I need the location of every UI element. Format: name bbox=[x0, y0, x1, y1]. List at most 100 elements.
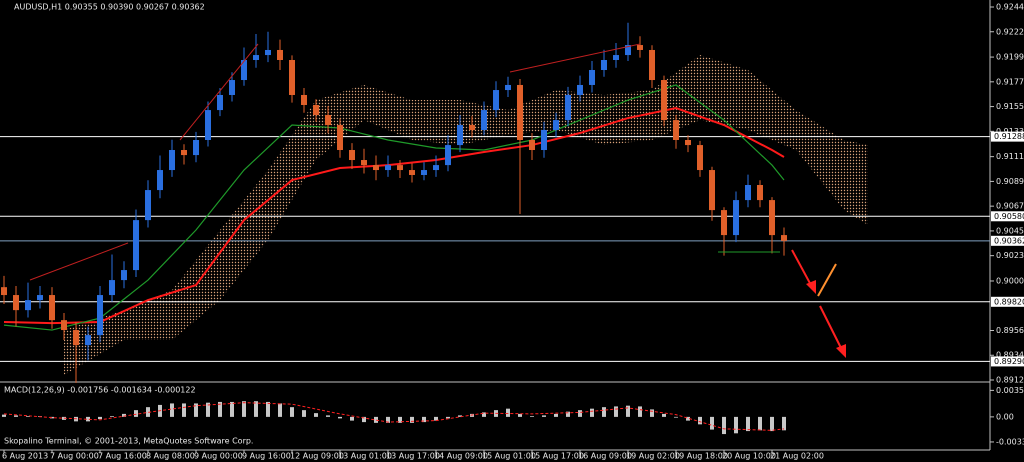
moving-average bbox=[3, 84, 785, 331]
y-tick-label: 0.89345 bbox=[996, 351, 1024, 360]
level-label: 0.90580 bbox=[994, 212, 1024, 221]
candle-body bbox=[61, 320, 67, 331]
candle-body bbox=[781, 235, 787, 241]
macd-bar bbox=[458, 415, 462, 417]
arrow bbox=[817, 263, 837, 297]
macd-bar bbox=[566, 411, 570, 417]
trend-line bbox=[29, 242, 129, 281]
candle-body bbox=[493, 90, 499, 111]
footer: Skopalino Terminal, © 2001-2013, MetaQuo… bbox=[4, 437, 253, 446]
macd-bar bbox=[386, 416, 390, 423]
macd-bar bbox=[254, 401, 258, 417]
candle-body bbox=[565, 94, 571, 121]
macd-bar bbox=[410, 416, 414, 423]
candle-body bbox=[697, 145, 703, 171]
level-label: 0.89290 bbox=[994, 357, 1024, 366]
macd-bar bbox=[146, 407, 150, 417]
candle-body bbox=[97, 295, 103, 336]
trend-line bbox=[509, 43, 641, 73]
candle-body bbox=[589, 70, 595, 85]
candle-body bbox=[181, 150, 187, 156]
ichimoku-cloud bbox=[64, 55, 868, 376]
candle-body bbox=[85, 335, 91, 346]
macd-bar bbox=[314, 413, 318, 417]
candle-body bbox=[769, 200, 775, 236]
candle-body bbox=[433, 165, 439, 171]
candle-body bbox=[109, 280, 115, 296]
macd-bar bbox=[614, 406, 618, 417]
x-tick-label: 9 Aug 00:00 bbox=[194, 452, 243, 461]
macd-bar bbox=[206, 402, 210, 417]
chart-title: AUDUSD,H1 0.90355 0.90390 0.90267 0.9036… bbox=[14, 3, 205, 12]
macd-bar bbox=[638, 406, 642, 417]
candle-body bbox=[601, 59, 607, 71]
arrow bbox=[819, 305, 843, 351]
macd-bar bbox=[662, 413, 666, 417]
macd-bar bbox=[590, 408, 594, 417]
candle-body bbox=[505, 84, 511, 91]
level-label-bg bbox=[991, 235, 1024, 246]
candle-body bbox=[469, 125, 475, 130]
candle-body bbox=[625, 45, 631, 56]
macd-title: MACD(12,26,9) -0.001756 -0.001634 -0.000… bbox=[4, 386, 196, 395]
macd-y-tick-label: -0.003355 bbox=[996, 437, 1024, 446]
x-tick-label: 14 Aug 09:00 bbox=[434, 452, 488, 461]
candle-body bbox=[745, 185, 751, 201]
candle-body bbox=[481, 110, 487, 130]
candle-body bbox=[145, 190, 151, 221]
candle-body bbox=[577, 84, 583, 95]
macd-bar bbox=[350, 416, 354, 421]
macd-bar bbox=[698, 416, 702, 425]
candle-body bbox=[13, 295, 19, 311]
candle-body bbox=[661, 80, 667, 121]
candle-body bbox=[1, 287, 7, 296]
candle-body bbox=[253, 55, 259, 60]
candle-body bbox=[673, 120, 679, 140]
candle-body bbox=[349, 150, 355, 161]
macd-bar bbox=[50, 416, 54, 419]
candle-body bbox=[169, 150, 175, 171]
candle-body bbox=[133, 220, 139, 271]
level-label: 0.90362 bbox=[994, 236, 1024, 245]
level-label: 0.89820 bbox=[994, 297, 1024, 306]
x-tick-label: 9 Aug 16:00 bbox=[242, 452, 291, 461]
x-tick-label: 20 Aug 10:00 bbox=[722, 452, 776, 461]
candle-body bbox=[37, 295, 43, 301]
macd-bar bbox=[722, 416, 726, 435]
candle-body bbox=[217, 94, 223, 111]
x-tick-label: 19 Aug 02:00 bbox=[626, 452, 680, 461]
candle-body bbox=[73, 330, 79, 346]
candle-body bbox=[241, 59, 247, 81]
x-tick-label: 19 Aug 18:00 bbox=[674, 452, 728, 461]
candle-body bbox=[277, 49, 283, 60]
macd-bar bbox=[398, 416, 402, 423]
level-label-bg bbox=[991, 296, 1024, 307]
macd-bar bbox=[374, 416, 378, 423]
x-tick-label: 15 Aug 01:00 bbox=[482, 452, 536, 461]
macd-bar bbox=[338, 416, 342, 419]
macd-bar bbox=[518, 413, 522, 417]
y-tick-label: 0.91995 bbox=[996, 53, 1024, 62]
macd-bar bbox=[710, 416, 714, 430]
candle-body bbox=[529, 139, 535, 151]
x-tick-label: 15 Aug 17:00 bbox=[530, 452, 584, 461]
macd-bar bbox=[170, 403, 174, 417]
candle-body bbox=[613, 55, 619, 60]
candle-body bbox=[229, 80, 235, 95]
arrow-head bbox=[836, 344, 846, 358]
macd-y-tick-label: 0.00 bbox=[996, 412, 1014, 421]
candle-body bbox=[301, 94, 307, 106]
macd-bar bbox=[602, 407, 606, 417]
macd-bar bbox=[218, 401, 222, 417]
y-tick-label: 0.90005 bbox=[996, 276, 1024, 285]
y-tick-label: 0.89125 bbox=[996, 376, 1024, 385]
macd-bar bbox=[686, 416, 690, 421]
macd-bar bbox=[194, 403, 198, 417]
macd-bar bbox=[482, 412, 486, 417]
